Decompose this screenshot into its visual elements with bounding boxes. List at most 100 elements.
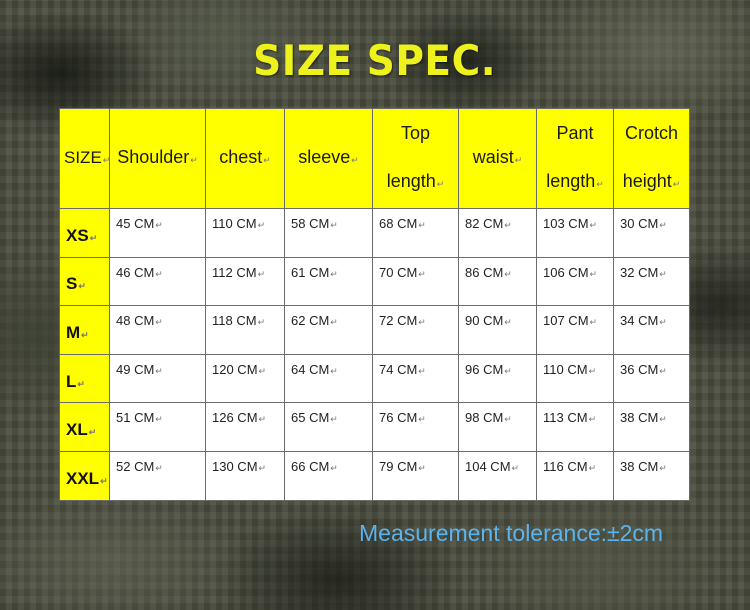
measurement-cell: 70 CM↵	[372, 256, 459, 307]
table-row: XS↵ 45 CM↵ 110 CM↵ 58 CM↵ 68 CM↵ 82 CM↵ 103 CM…	[59, 208, 690, 258]
measurement-cell: 52 CM↵	[109, 450, 206, 501]
measurement-cell: 112 CM↵	[205, 256, 285, 307]
size-label: XS	[66, 225, 89, 245]
measurement-cell: 104 CM↵	[458, 450, 537, 501]
measurement-cell: 36 CM↵	[613, 353, 690, 404]
measurement-value: 82 CM	[465, 216, 504, 231]
measurement-value: 38 CM	[620, 458, 659, 474]
measurement-value: 72 CM	[379, 313, 418, 329]
measurement-value: 113 CM	[543, 410, 588, 426]
column-header-pant-length: Pant length↵	[536, 108, 614, 209]
measurement-value: 65 CM	[291, 410, 330, 426]
measurement-value: 120 CM	[212, 361, 258, 377]
measurement-cell: 51 CM↵	[109, 402, 206, 452]
measurement-value: 48 CM	[116, 313, 155, 329]
measurement-cell: 64 CM↵	[284, 353, 373, 404]
table-row: M↵ 48 CM↵ 118 CM↵ 62 CM↵ 72 CM↵ 90 CM↵ 107 CM↵…	[59, 305, 690, 355]
measurement-cell: 61 CM↵	[284, 256, 373, 307]
measurement-value: 66 CM	[291, 458, 330, 474]
size-label-cell: XL↵	[59, 402, 110, 452]
measurement-value: 90 CM	[465, 313, 504, 329]
size-label-cell: XS↵	[59, 208, 110, 258]
measurement-cell: 58 CM↵	[284, 208, 373, 258]
header-row: SIZE↵ Shoulder↵ chest↵ sleeve↵ Toplength…	[59, 108, 690, 209]
measurement-cell: 86 CM↵	[458, 256, 537, 307]
measurement-value: 30 CM	[620, 216, 659, 231]
measurement-cell: 45 CM↵	[109, 208, 206, 258]
measurement-value: 52 CM	[116, 458, 155, 474]
measurement-value: 96 CM	[465, 361, 504, 377]
measurement-value: 46 CM	[116, 264, 155, 280]
measurement-value: 104 CM	[465, 458, 511, 474]
table-body: XS↵ 45 CM↵ 110 CM↵ 58 CM↵ 68 CM↵ 82 CM↵ 103 CM…	[59, 208, 690, 501]
measurement-value: 76 CM	[379, 410, 418, 426]
column-header-sleeve: sleeve↵	[284, 108, 373, 209]
measurement-value: 116 CM	[543, 458, 588, 474]
measurement-value: 98 CM	[465, 410, 504, 426]
size-label-cell: L↵	[59, 353, 110, 404]
measurement-cell: 120 CM↵	[205, 353, 285, 404]
column-header-waist: waist↵	[458, 108, 537, 209]
measurement-value: 112 CM	[212, 264, 257, 280]
size-label-cell: XXL↵	[59, 450, 110, 501]
measurement-cell: 107 CM↵	[536, 305, 614, 355]
measurement-cell: 30 CM↵	[613, 208, 690, 258]
measurement-cell: 82 CM↵	[458, 208, 537, 258]
page-title: SIZE SPEC.	[0, 36, 750, 85]
size-label: XXL	[66, 468, 100, 488]
measurement-value: 79 CM	[379, 458, 418, 474]
measurement-value: 68 CM	[379, 216, 418, 231]
measurement-value: 118 CM	[212, 313, 257, 329]
measurement-value: 36 CM	[620, 361, 659, 377]
size-label: S	[66, 274, 78, 294]
measurement-value: 51 CM	[116, 410, 155, 426]
size-spec-table: SIZE↵ Shoulder↵ chest↵ sleeve↵ Toplength…	[59, 108, 690, 501]
measurement-cell: 48 CM↵	[109, 305, 206, 355]
measurement-cell: 66 CM↵	[284, 450, 373, 501]
measurement-cell: 90 CM↵	[458, 305, 537, 355]
size-label: XL	[66, 420, 88, 440]
measurement-value: 61 CM	[291, 264, 330, 280]
measurement-cell: 96 CM↵	[458, 353, 537, 404]
column-header-crotch-height: Crotch height↵	[613, 108, 690, 209]
measurement-value: 126 CM	[212, 410, 258, 426]
measurement-cell: 74 CM↵	[372, 353, 459, 404]
measurement-cell: 79 CM↵	[372, 450, 459, 501]
size-label-cell: M↵	[59, 305, 110, 355]
measurement-cell: 76 CM↵	[372, 402, 459, 452]
measurement-value: 86 CM	[465, 264, 504, 280]
column-header-chest: chest↵	[205, 108, 285, 209]
measurement-cell: 103 CM↵	[536, 208, 614, 258]
measurement-cell: 38 CM↵	[613, 450, 690, 501]
measurement-cell: 38 CM↵	[613, 402, 690, 452]
measurement-cell: 34 CM↵	[613, 305, 690, 355]
size-label-cell: S↵	[59, 256, 110, 307]
measurement-cell: 62 CM↵	[284, 305, 373, 355]
measurement-cell: 65 CM↵	[284, 402, 373, 452]
measurement-value: 64 CM	[291, 361, 330, 377]
measurement-value: 106 CM	[543, 264, 589, 280]
measurement-value: 45 CM	[116, 216, 155, 231]
measurement-value: 62 CM	[291, 313, 330, 329]
measurement-value: 107 CM	[543, 313, 589, 329]
page-title-text: SIZE SPEC.	[253, 36, 497, 85]
size-label: L	[66, 371, 77, 391]
measurement-value: 34 CM	[620, 313, 659, 329]
measurement-cell: 106 CM↵	[536, 256, 614, 307]
measurement-value: 58 CM	[291, 216, 330, 231]
measurement-cell: 68 CM↵	[372, 208, 459, 258]
measurement-cell: 46 CM↵	[109, 256, 206, 307]
table-row: L↵ 49 CM↵ 120 CM↵ 64 CM↵ 74 CM↵ 96 CM↵ 110 CM↵…	[59, 353, 690, 404]
measurement-value: 70 CM	[379, 264, 418, 280]
measurement-value: 130 CM	[212, 458, 258, 474]
measurement-cell: 116 CM↵	[536, 450, 614, 501]
measurement-value: 103 CM	[543, 216, 589, 231]
measurement-cell: 49 CM↵	[109, 353, 206, 404]
measurement-value: 38 CM	[620, 410, 659, 426]
measurement-cell: 110 CM↵	[205, 208, 285, 258]
measurement-value: 32 CM	[620, 264, 659, 280]
column-header-shoulder: Shoulder↵	[109, 108, 206, 209]
measurement-value: 110 CM	[543, 361, 588, 377]
measurement-cell: 130 CM↵	[205, 450, 285, 501]
measurement-cell: 72 CM↵	[372, 305, 459, 355]
